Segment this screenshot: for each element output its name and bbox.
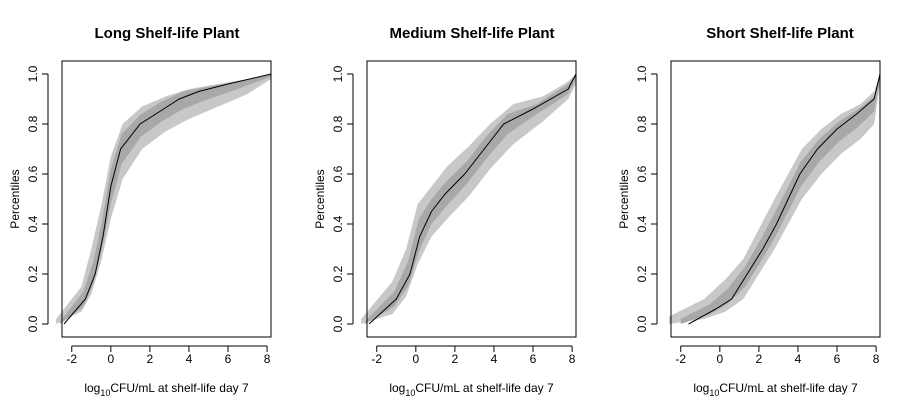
y-tick-label: 0.2 <box>635 265 649 282</box>
percentile-band-outer <box>56 74 271 324</box>
y-tick-label: 0.0 <box>26 315 40 332</box>
x-axis-label-prefix: log <box>693 381 709 395</box>
y-tick-label: 0.4 <box>635 215 649 232</box>
chart-title: Long Shelf-life Plant <box>95 25 240 42</box>
median-line <box>688 73 881 325</box>
x-tick-label: 6 <box>530 352 537 366</box>
y-tick-label: 0.6 <box>331 165 345 182</box>
y-tick-label: 0.0 <box>331 315 345 332</box>
x-tick-label: 2 <box>147 352 154 366</box>
chart-panel-1: -2 0 2 4 6 8 0.0 0.2 0.4 0.6 0.8 1.0 Long Shelf-life… <box>8 25 272 398</box>
chart-title: Short Shelf-life Plant <box>706 25 854 42</box>
x-tick-label: 0 <box>107 352 114 366</box>
y-tick-label: 0.4 <box>331 215 345 232</box>
y-tick-label: 0.6 <box>635 165 649 182</box>
x-axis-label-prefix: log <box>389 381 405 395</box>
median-line <box>63 73 272 325</box>
median-line <box>368 73 577 325</box>
x-axis-label: log10CFU/mL at shelf-life day 7 <box>84 381 249 398</box>
x-axis-label: log10CFU/mL at shelf-life day 7 <box>693 381 858 398</box>
percentile-band-inner <box>365 74 576 324</box>
x-tick-label: 4 <box>491 352 498 366</box>
plot-frame <box>366 60 577 338</box>
x-axis-label-subscript: 10 <box>709 388 719 398</box>
x-tick-label: 4 <box>795 352 802 366</box>
chart-title: Medium Shelf-life Plant <box>389 25 554 42</box>
x-tick-label: 8 <box>569 352 576 366</box>
x-tick-label: 8 <box>873 352 880 366</box>
x-tick-label: 6 <box>834 352 841 366</box>
y-tick-label: 0.6 <box>26 165 40 182</box>
y-tick-label: 0.8 <box>331 115 345 132</box>
x-tick-label: 6 <box>225 352 232 366</box>
x-tick-label: 4 <box>186 352 193 366</box>
x-tick-label: -2 <box>66 352 77 366</box>
y-axis-label: Percentiles <box>617 169 631 228</box>
x-tick-label: 0 <box>412 352 419 366</box>
x-tick-label: 2 <box>452 352 459 366</box>
plot-frame <box>61 60 272 338</box>
plot-frame <box>670 60 881 338</box>
y-tick-label: 1.0 <box>331 65 345 82</box>
y-tick-label: 0.4 <box>26 215 40 232</box>
y-axis-label: Percentiles <box>8 169 22 228</box>
percentile-band-outer <box>669 74 880 324</box>
percentile-band-inner <box>60 74 271 324</box>
x-axis-label-suffix: CFU/mL at shelf-life day 7 <box>719 381 858 395</box>
y-tick-label: 0.0 <box>635 315 649 332</box>
x-axis-label-subscript: 10 <box>405 388 415 398</box>
x-tick-label: 2 <box>756 352 763 366</box>
x-tick-label: 8 <box>264 352 271 366</box>
y-axis-label: Percentiles <box>313 169 327 228</box>
chart-panel-2: -2 0 2 4 6 8 0.0 0.2 0.4 0.6 0.8 1.0 Medium Shelf-li… <box>313 25 577 398</box>
y-tick-label: 1.0 <box>635 65 649 82</box>
x-axis-label-suffix: CFU/mL at shelf-life day 7 <box>415 381 554 395</box>
y-tick-label: 0.2 <box>331 265 345 282</box>
y-tick-label: 0.2 <box>26 265 40 282</box>
x-tick-label: -2 <box>675 352 686 366</box>
percentile-band-outer <box>361 74 576 324</box>
y-tick-label: 1.0 <box>26 65 40 82</box>
x-axis-label: log10CFU/mL at shelf-life day 7 <box>389 381 554 398</box>
x-axis-label-suffix: CFU/mL at shelf-life day 7 <box>110 381 249 395</box>
y-tick-label: 0.8 <box>635 115 649 132</box>
chart-panel-3: -2 0 2 4 6 8 0.0 0.2 0.4 0.6 0.8 1.0 Short Shelf-lif… <box>617 25 881 398</box>
x-tick-label: -2 <box>371 352 382 366</box>
x-tick-label: 0 <box>716 352 723 366</box>
y-tick-label: 0.8 <box>26 115 40 132</box>
x-axis-label-subscript: 10 <box>100 388 110 398</box>
x-axis-label-prefix: log <box>84 381 100 395</box>
